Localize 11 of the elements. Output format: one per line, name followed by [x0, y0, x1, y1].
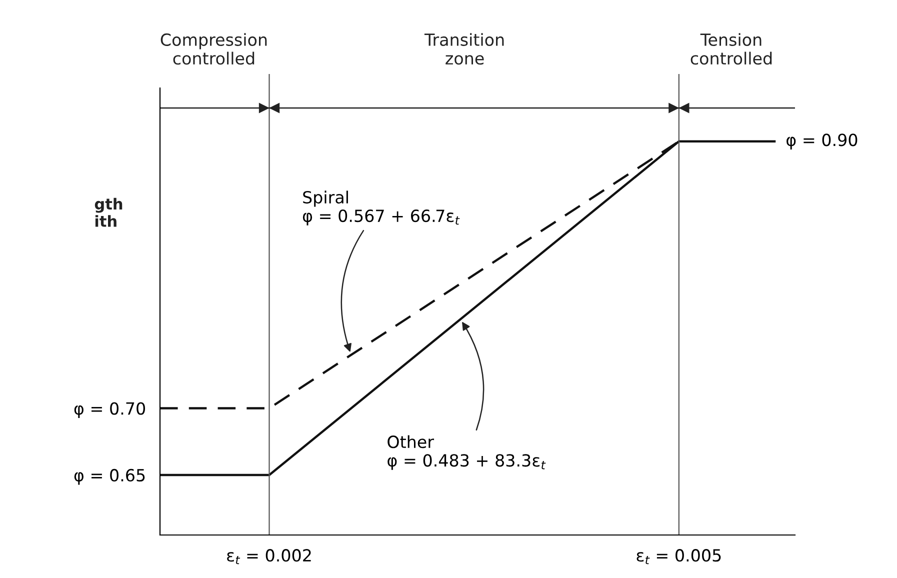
- annotation: Other φ = 0.483 + 83.3ε$_{t}$: [388, 435, 546, 470]
- x-tick-label: ε$_{t}$ = 0.005: [636, 549, 721, 564]
- text: gth ith: [94, 198, 122, 227]
- text: Tension controlled: [690, 33, 772, 65]
- text: Transition zone: [424, 33, 504, 65]
- y-tick-label: φ = 0.70: [74, 402, 146, 418]
- x-tick-label: ε$_{t}$ = 0.002: [227, 549, 311, 564]
- annotation: φ = 0.90: [786, 134, 858, 150]
- y-tick-label: φ = 0.65: [74, 468, 145, 485]
- annotation: Spiral φ = 0.567 + 66.7ε$_{t}$: [302, 190, 460, 226]
- text: Compression controlled: [160, 33, 267, 65]
